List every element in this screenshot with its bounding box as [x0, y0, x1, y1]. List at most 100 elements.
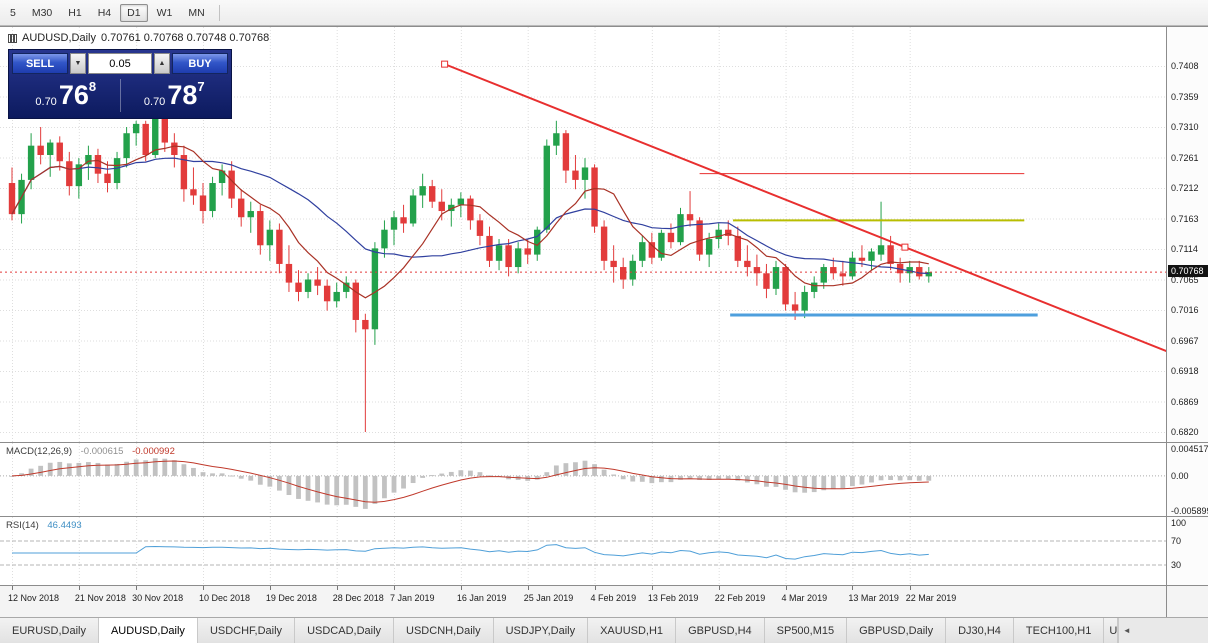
axis-tick-label: 0.7016 — [1171, 305, 1199, 315]
chart-tab-audusd-daily[interactable]: AUDUSD,Daily — [98, 618, 198, 643]
date-tick-label: 7 Jan 2019 — [390, 593, 435, 603]
axis-tick-label: 30 — [1171, 560, 1182, 570]
candlestick-chart[interactable] — [0, 27, 1166, 442]
date-tick-label: 22 Feb 2019 — [714, 593, 766, 603]
date-tick — [527, 586, 529, 590]
chart-tab-xauusd-h1[interactable]: XAUUSD,H1 — [588, 618, 677, 643]
buy-price-big: 78 — [167, 80, 198, 110]
date-tick-label: 13 Mar 2019 — [848, 593, 899, 603]
rsi-value: 46.4493 — [47, 520, 82, 531]
macd-name: MACD(12,26,9) — [6, 446, 72, 457]
timeframe-button-5[interactable]: 5 — [10, 6, 16, 19]
chart-tab-sp500-m15[interactable]: SP500,M15 — [764, 618, 848, 643]
date-tick-label: 4 Feb 2019 — [590, 593, 637, 603]
rsi-chart[interactable] — [0, 517, 1166, 584]
chart-area: AUDUSD,Daily 0.70761 0.70768 0.70748 0.7… — [0, 26, 1208, 617]
axis-tick-label: 0.00 — [1171, 470, 1189, 481]
rsi-name: RSI(14) — [6, 520, 39, 531]
axis-tick-label: 0.004517 — [1171, 444, 1208, 454]
chart-tab-usdjpy-daily[interactable]: USDJPY,Daily — [493, 618, 589, 643]
axis-tick-label: 0.7114 — [1171, 244, 1198, 254]
date-tick — [852, 586, 854, 590]
sell-price-prefix: 0.70 — [35, 96, 57, 108]
axis-tick-label: -0.005899 — [1171, 506, 1208, 516]
date-tick-label: 22 Mar 2019 — [905, 593, 957, 603]
macd-chart[interactable] — [0, 443, 1166, 515]
axis-tick-label: 100 — [1171, 518, 1187, 528]
macd-signal-value: -0.000992 — [132, 446, 175, 457]
chart-tab-usdcad-daily[interactable]: USDCAD,Daily — [295, 618, 395, 643]
date-tick — [785, 586, 787, 590]
macd-label: MACD(12,26,9) -0.000615 -0.000992 — [6, 446, 175, 457]
buy-price-sup: 7 — [197, 79, 205, 94]
axis-tick-label: 70 — [1171, 536, 1182, 546]
trade-controls-row: SELL ▼ ▲ BUY — [12, 53, 228, 74]
chart-tab-eurusd-daily[interactable]: EURUSD,Daily — [0, 618, 99, 643]
axis-tick-label: 0.7212 — [1171, 183, 1199, 193]
date-tick-label: 28 Dec 2018 — [332, 593, 384, 603]
axis-tick-label: 0.6820 — [1171, 427, 1199, 437]
timeframe-buttons: 5 M30 H1 H4 D1 W1 MN — [2, 3, 226, 22]
sell-price-sup: 8 — [88, 79, 97, 94]
timeframe-button-m30[interactable]: M30 — [31, 6, 53, 19]
axis-tick-label: 0.6869 — [1171, 396, 1199, 407]
timeframe-button-h1[interactable]: H1 — [68, 6, 82, 19]
volume-increase-button[interactable]: ▲ — [154, 53, 170, 74]
volume-decrease-button[interactable]: ▼ — [70, 53, 86, 74]
date-tick — [394, 586, 395, 590]
axis-tick-label: 0.7310 — [1171, 122, 1199, 132]
toolbar-separator — [218, 4, 220, 21]
price-axis[interactable]: 0.7408 0.7359 0.7310 0.7261 0.7212 0.7163 0.71… — [1166, 27, 1208, 442]
date-tick-label: 25 Jan 2019 — [523, 593, 574, 603]
date-tick — [718, 586, 720, 590]
price-divider — [119, 79, 121, 112]
date-tick — [594, 586, 596, 590]
date-tick-label: 13 Feb 2019 — [647, 593, 699, 603]
timeframe-button-h4[interactable]: H4 — [97, 6, 112, 19]
chart-icon — [8, 33, 17, 43]
chart-title-ohlc: AUDUSD,Daily 0.70761 0.70768 0.70748 0.7… — [8, 32, 269, 44]
macd-plot[interactable]: MACD(12,26,9) -0.000615 -0.000992 — [0, 443, 1166, 516]
sell-price-big: 76 — [58, 80, 89, 110]
buy-price-display[interactable]: 0.70 78 7 — [121, 76, 229, 115]
chart-tab-gbpusd-h4[interactable]: GBPUSD,H4 — [676, 618, 765, 643]
rsi-plot[interactable]: RSI(14) 46.4493 — [0, 517, 1166, 585]
chart-tab-u[interactable]: U — [1104, 618, 1119, 643]
time-axis[interactable]: 12 Nov 2018 21 Nov 2018 30 Nov 2018 10 Dec … — [0, 586, 1208, 617]
timeframe-button-mn[interactable]: MN — [188, 6, 205, 19]
chart-tab-usdchf-daily[interactable]: USDCHF,Daily — [197, 618, 296, 643]
chart-tab-dj30-h4[interactable]: DJ30,H4 — [946, 618, 1014, 643]
sell-button[interactable]: SELL — [12, 53, 68, 74]
date-tick — [203, 586, 204, 590]
sell-price-display[interactable]: 0.70 76 8 — [12, 76, 120, 115]
trade-prices-row: 0.70 76 8 0.70 78 7 — [12, 76, 228, 115]
date-tick-label: 19 Dec 2018 — [265, 593, 317, 603]
symbol-timeframe-label: AUDUSD,Daily — [22, 32, 96, 44]
date-tick — [336, 586, 338, 590]
chart-tabs-bar: EURUSD,Daily AUDUSD,Daily USDCHF,Daily USDC… — [0, 617, 1208, 643]
chart-tab-tech100-h1[interactable]: TECH100,H1 — [1013, 618, 1105, 643]
current-price-tag: 0.70768 — [1168, 265, 1208, 278]
one-click-trading-panel: SELL ▼ ▲ BUY 0.70 76 8 — [8, 49, 232, 119]
date-tick-label: 10 Dec 2018 — [199, 593, 251, 603]
timeframe-button-d1[interactable]: D1 — [120, 3, 148, 22]
tabs-scroll-left-button[interactable]: ◄ — [1118, 618, 1135, 643]
date-tick-label: 4 Mar 2019 — [781, 593, 828, 603]
timeframe-button-w1[interactable]: W1 — [156, 6, 173, 19]
date-tick — [269, 586, 271, 590]
macd-axis[interactable]: 0.004517 0.00 -0.005899 — [1166, 443, 1208, 516]
volume-input[interactable] — [88, 53, 152, 74]
rsi-axis[interactable]: 100 70 30 — [1166, 517, 1208, 585]
buy-button[interactable]: BUY — [172, 53, 228, 74]
axis-tick-label: 0.6918 — [1171, 366, 1199, 376]
date-tick — [651, 586, 653, 590]
macd-panel: MACD(12,26,9) -0.000615 -0.000992 0.0045… — [0, 443, 1208, 517]
date-tick — [460, 586, 462, 590]
chart-tab-usdcnh-daily[interactable]: USDCNH,Daily — [394, 618, 494, 643]
chart-tab-gbpusd-daily[interactable]: GBPUSD,Daily — [847, 618, 947, 643]
date-tick-label: 30 Nov 2018 — [132, 593, 184, 603]
date-tick-label: 16 Jan 2019 — [456, 593, 507, 603]
rsi-panel: RSI(14) 46.4493 100 70 30 — [0, 517, 1208, 586]
price-plot[interactable]: AUDUSD,Daily 0.70761 0.70768 0.70748 0.7… — [0, 27, 1166, 442]
